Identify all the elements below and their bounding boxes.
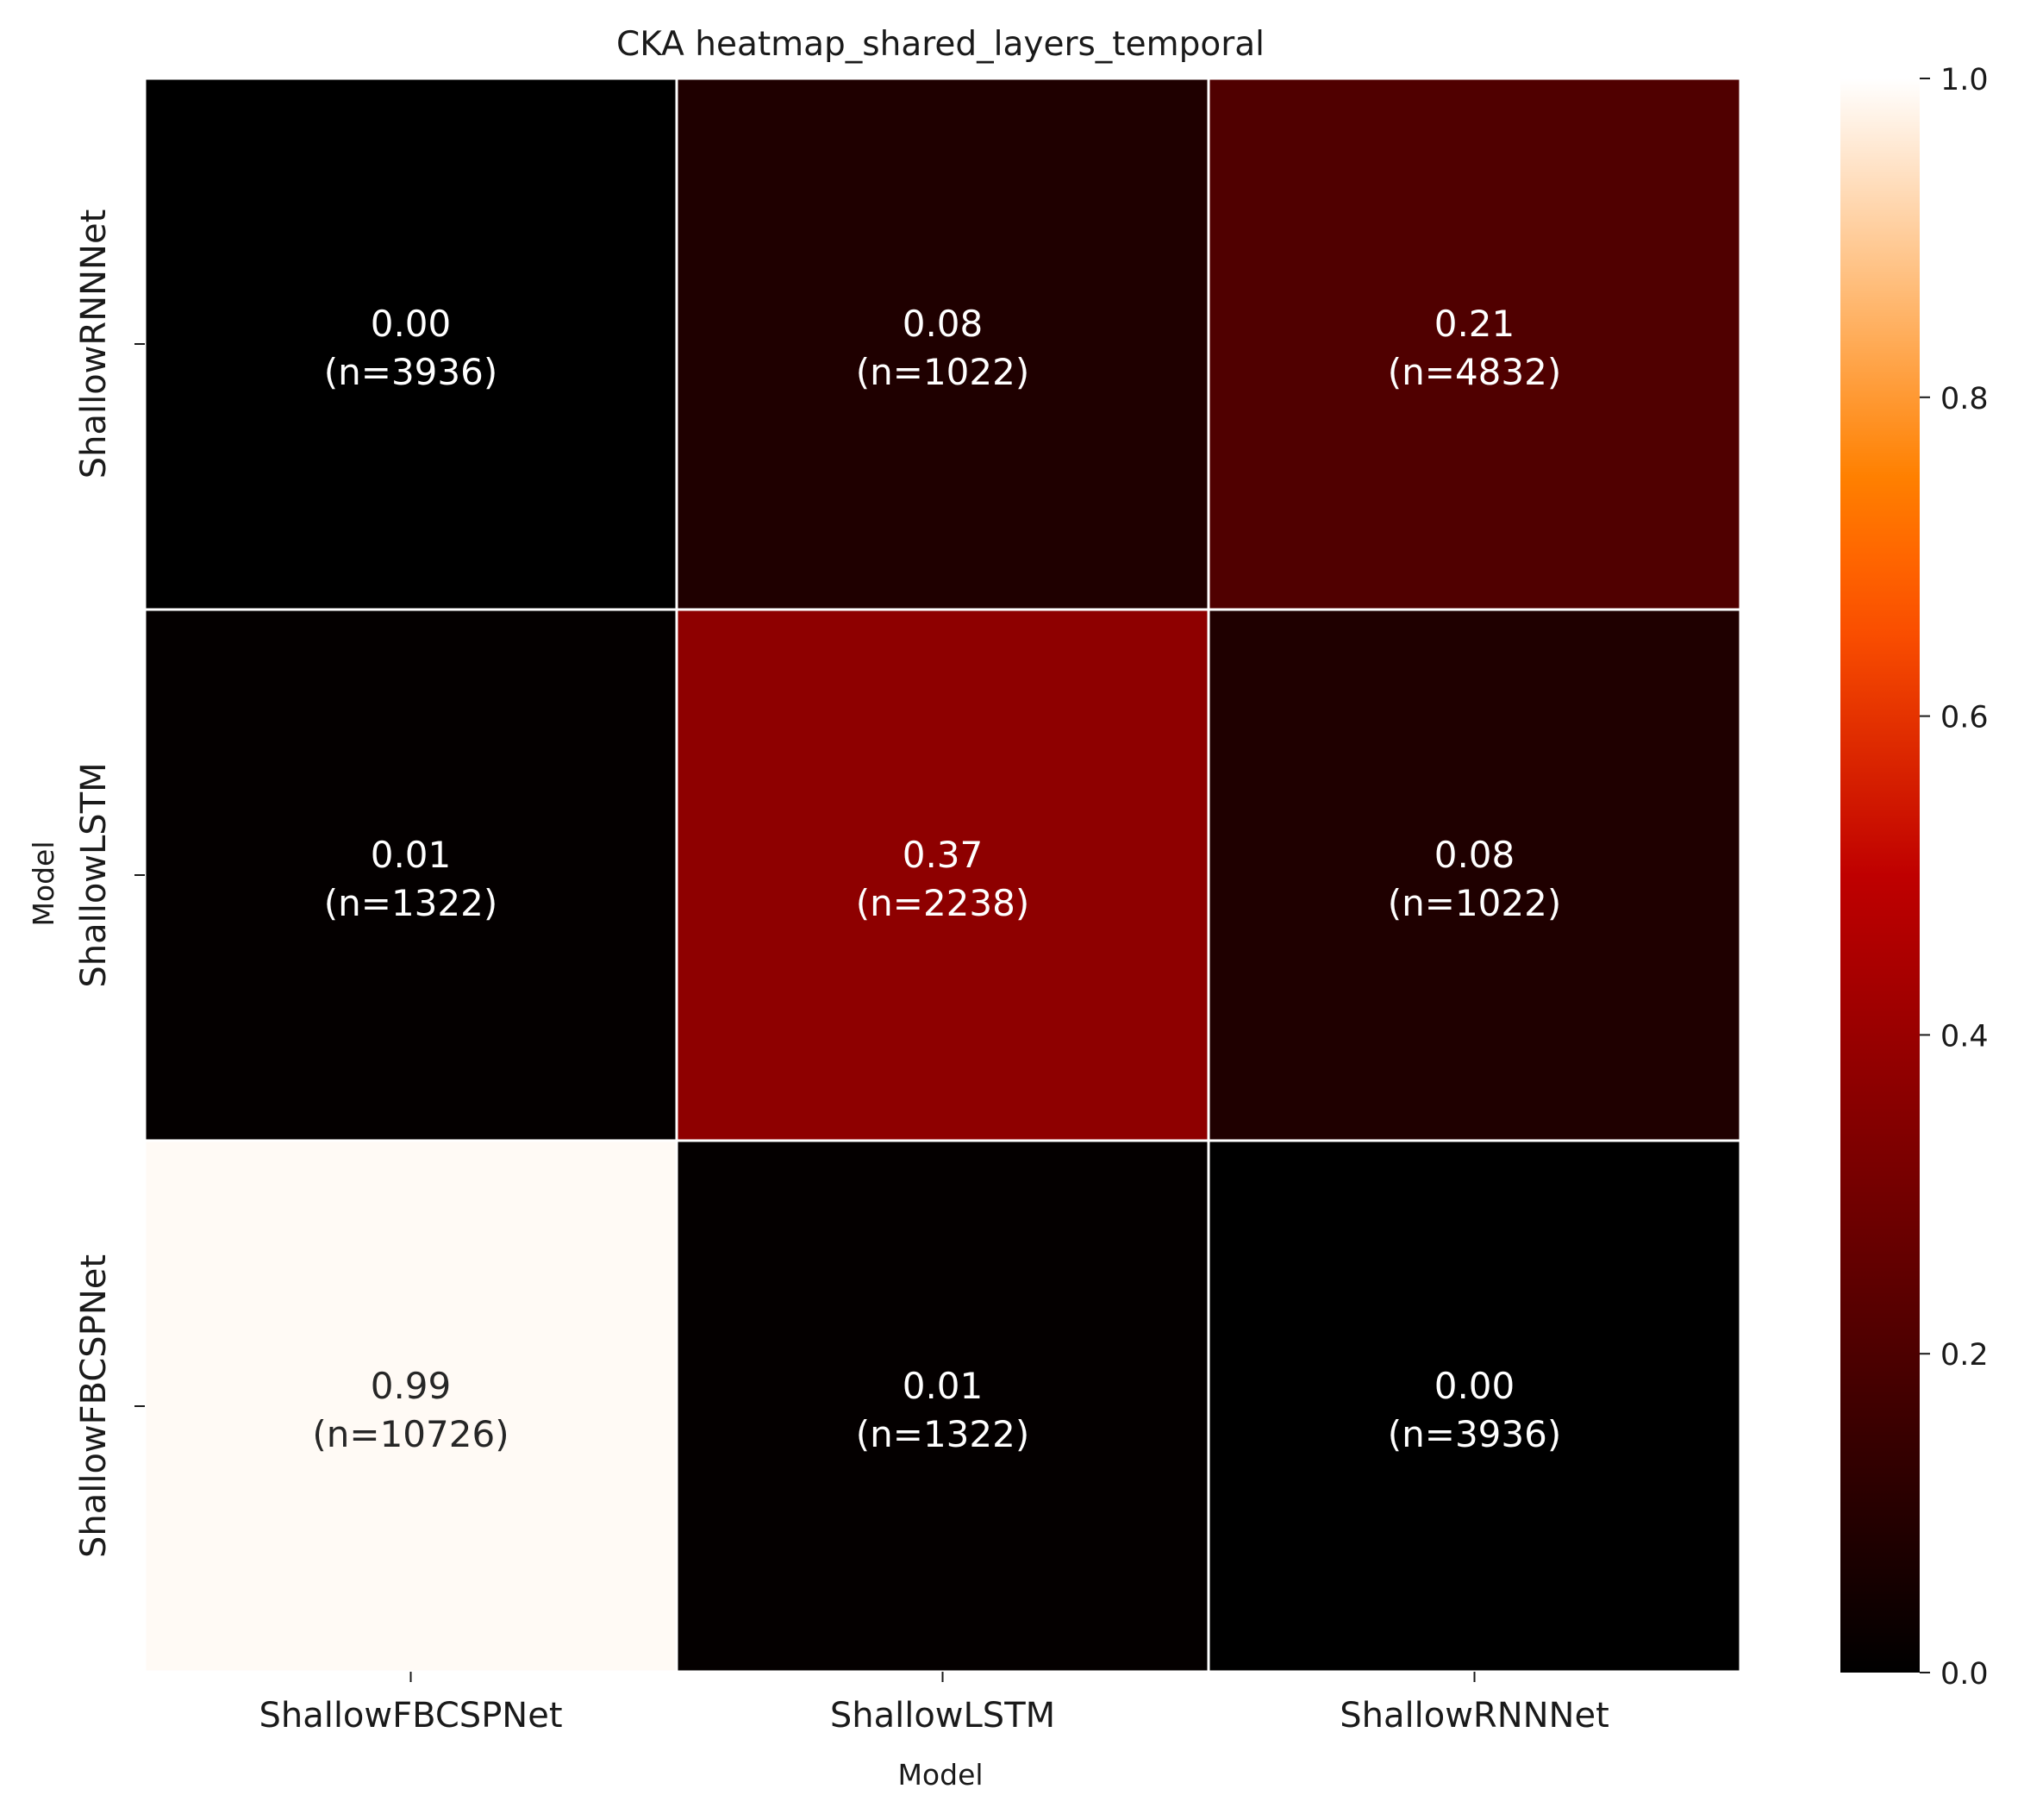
colorbar-tick-label: 0.0 — [1940, 1657, 1989, 1692]
chart-title: CKA heatmap_shared_layers_temporal — [616, 25, 1265, 64]
cell-value-label: 0.01 — [371, 834, 452, 876]
cell-value-label: 0.08 — [903, 303, 984, 345]
heatmap-cell-6 — [143, 1139, 678, 1673]
y-tick-label: ShallowFBCSPNet — [74, 1254, 114, 1558]
y-tick-label: ShallowRNNNet — [74, 210, 114, 479]
colorbar-gradient — [1840, 78, 1920, 1673]
heatmap-cell-2 — [1207, 77, 1742, 611]
cell-value-label: 0.00 — [371, 303, 452, 345]
heatmap-cell-1 — [675, 77, 1210, 611]
x-tick-label: ShallowLSTM — [830, 1696, 1055, 1736]
heatmap-cell-3 — [143, 608, 678, 1142]
cell-n-label: (n=10726) — [312, 1413, 509, 1455]
heatmap-cell-7 — [675, 1139, 1210, 1673]
cell-value-label: 0.37 — [903, 834, 984, 876]
cell-n-label: (n=1022) — [1388, 882, 1561, 924]
x-tick-label: ShallowFBCSPNet — [259, 1696, 562, 1736]
colorbar-tick-label: 1.0 — [1940, 63, 1989, 97]
cell-n-label: (n=4832) — [1388, 351, 1561, 393]
cell-n-label: (n=3936) — [1388, 1413, 1561, 1455]
heatmap-cell-5 — [1207, 608, 1742, 1142]
colorbar: 0.0 0.2 0.4 0.6 0.8 1.0 — [1840, 63, 1989, 1692]
cell-n-label: (n=1022) — [856, 351, 1029, 393]
cell-value-label: 0.01 — [903, 1365, 984, 1407]
y-axis: ShallowRNNNet ShallowLSTM ShallowFBCSPNet — [74, 210, 145, 1558]
cell-n-label: (n=1322) — [324, 882, 497, 924]
colorbar-tick-label: 0.8 — [1940, 382, 1989, 416]
y-tick-label: ShallowLSTM — [74, 762, 114, 987]
colorbar-tick-label: 0.6 — [1940, 701, 1989, 735]
cell-value-label: 0.99 — [371, 1365, 452, 1407]
x-axis-label: Model — [897, 1758, 983, 1792]
cell-n-label: (n=2238) — [856, 882, 1029, 924]
colorbar-tick-label: 0.4 — [1940, 1019, 1989, 1054]
cell-n-label: (n=1322) — [856, 1413, 1029, 1455]
y-axis-label: Model — [27, 841, 60, 926]
cell-n-label: (n=3936) — [324, 351, 497, 393]
cell-value-label: 0.21 — [1434, 303, 1515, 345]
heatmap-cell-0 — [143, 77, 678, 611]
cell-value-label: 0.00 — [1434, 1365, 1515, 1407]
x-axis: ShallowFBCSPNet ShallowLSTM ShallowRNNNet — [259, 1672, 1609, 1736]
x-tick-label: ShallowRNNNet — [1340, 1696, 1609, 1736]
colorbar-tick-label: 0.2 — [1940, 1338, 1989, 1373]
heatmap-cells: 0.00 (n=3936) 0.08 (n=1022) 0.21 (n=4832) 0.01… — [143, 77, 1742, 1673]
cell-value-label: 0.08 — [1434, 834, 1515, 876]
heatmap-cell-4 — [675, 608, 1210, 1142]
